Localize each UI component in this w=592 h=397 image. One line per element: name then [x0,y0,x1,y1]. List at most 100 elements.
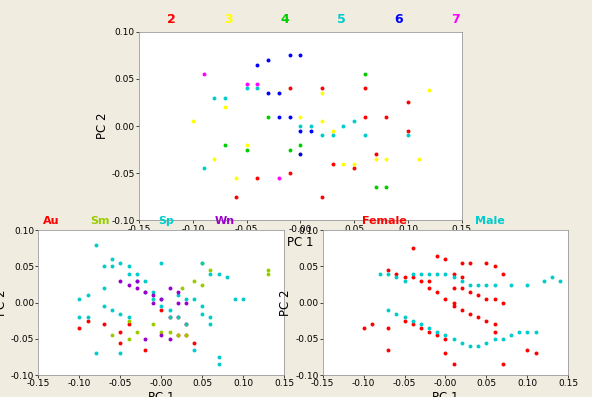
Point [124,318,133,324]
Point [124,314,133,320]
Point [416,271,426,277]
Point [83,314,92,320]
Point [274,90,284,96]
Point [296,151,305,158]
Point [83,318,92,324]
Text: Male: Male [475,216,504,226]
Point [199,165,208,172]
Point [263,114,273,120]
Point [474,292,483,299]
Point [220,142,230,148]
Point [75,325,84,331]
Point [449,336,458,342]
Point [285,52,294,58]
Point [490,263,500,270]
Point [156,296,166,302]
Point [149,292,158,299]
Point [400,274,409,281]
Point [514,329,524,335]
Point [531,350,540,357]
Point [165,307,174,313]
Point [440,296,451,302]
Point [371,184,381,191]
Point [91,241,101,248]
Point [339,123,348,129]
Point [263,57,273,63]
Point [474,343,483,349]
Point [317,85,327,92]
Point [382,184,391,191]
Point [296,114,305,120]
Point [457,285,466,291]
Point [317,90,327,96]
Point [140,289,150,295]
Y-axis label: PC 2: PC 2 [0,289,8,316]
Point [440,336,451,342]
Point [382,156,391,162]
Point [490,296,500,302]
Point [181,321,191,328]
Point [360,71,369,77]
Point [132,278,141,284]
Point [206,271,215,277]
Point [199,71,208,77]
Point [490,329,500,335]
Point [285,85,294,92]
Point [433,289,442,295]
Point [263,90,273,96]
Point [506,332,516,339]
Point [198,310,207,317]
Point [465,260,475,266]
Point [165,285,174,291]
Point [531,329,540,335]
Point [242,146,252,153]
Point [173,299,182,306]
Text: Wn: Wn [215,216,235,226]
Point [149,296,158,302]
Point [296,151,305,158]
Point [371,151,381,158]
Point [349,160,359,167]
Point [360,114,369,120]
Point [115,329,125,335]
Point [474,281,483,288]
Point [220,94,230,101]
Text: 3: 3 [224,13,233,26]
Point [173,332,182,339]
Text: 7: 7 [451,13,459,26]
Point [433,271,442,277]
Point [140,289,150,295]
Point [384,347,393,353]
Point [465,281,475,288]
Point [359,325,368,331]
Point [156,303,166,310]
Point [156,296,166,302]
Point [424,271,434,277]
Point [210,94,219,101]
Point [384,267,393,273]
Point [317,118,327,125]
Point [156,260,166,266]
Point [425,87,435,93]
Point [296,52,305,58]
Point [198,303,207,310]
Point [189,296,199,302]
Point [132,285,141,291]
Point [360,85,369,92]
Point [242,85,252,92]
Point [482,260,491,266]
Point [457,274,466,281]
Point [124,263,133,270]
Point [189,278,199,284]
Point [449,303,458,310]
X-axis label: PC 1: PC 1 [432,391,459,397]
Point [231,175,240,181]
Point [230,296,240,302]
Point [253,175,262,181]
Point [173,292,182,299]
Point [367,321,377,328]
Point [349,165,359,172]
Point [220,104,230,110]
Point [181,296,191,302]
X-axis label: PC 1: PC 1 [287,236,314,249]
